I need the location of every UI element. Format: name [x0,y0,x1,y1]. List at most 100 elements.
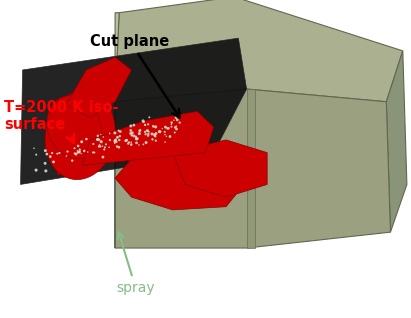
Point [112,139,118,144]
Point [133,140,140,145]
Text: T=2000 K iso-
surface: T=2000 K iso- surface [4,100,119,143]
Polygon shape [247,89,255,248]
Polygon shape [115,13,119,248]
Point [33,152,39,157]
Point [168,124,175,129]
Point [99,155,106,160]
Point [97,132,104,137]
Point [127,131,134,136]
Point [134,136,141,141]
Point [74,148,81,153]
Point [172,125,178,130]
Point [151,132,158,137]
Point [42,161,48,166]
Point [145,131,152,136]
Text: Cut plane: Cut plane [90,34,180,118]
Polygon shape [173,140,267,197]
Point [96,142,103,148]
Point [33,168,39,173]
Point [142,122,148,128]
Point [71,146,78,151]
Point [164,126,171,131]
Point [176,120,183,125]
Text: spray: spray [116,232,155,295]
Point [150,124,157,129]
Point [73,151,79,156]
Point [145,129,152,135]
Point [145,133,151,138]
Point [140,142,147,147]
Point [144,131,150,136]
Point [168,122,175,127]
Point [136,131,143,136]
Point [79,139,85,144]
Point [144,128,151,133]
Point [162,129,168,135]
Point [152,138,159,143]
Point [149,137,156,142]
Point [162,132,169,137]
Point [96,137,103,142]
Point [94,137,101,142]
Point [83,136,90,142]
Point [131,122,137,128]
Point [165,126,172,131]
Point [111,130,118,135]
Point [125,141,132,146]
Point [76,149,82,155]
Polygon shape [115,153,247,210]
Point [106,145,112,150]
Point [126,140,132,145]
Point [133,134,139,139]
Point [128,142,134,147]
Point [123,138,130,143]
Point [90,142,97,147]
Point [112,137,119,142]
Point [47,154,53,159]
Point [171,118,177,123]
Point [98,139,104,144]
Point [128,140,134,145]
Point [74,150,81,155]
Point [44,152,50,157]
Point [90,150,96,155]
Point [56,150,63,156]
Polygon shape [21,38,247,184]
Point [113,139,120,144]
Point [115,128,122,133]
Point [173,127,180,132]
Point [78,151,84,156]
Point [127,123,134,128]
Point [106,131,113,136]
Point [43,168,49,173]
Point [152,124,159,129]
Point [133,136,140,142]
Point [145,122,151,127]
Point [149,131,155,136]
Point [31,146,37,151]
Point [101,147,108,152]
Point [163,134,170,139]
Point [167,134,173,139]
Point [157,129,163,134]
Point [111,140,118,145]
Point [129,130,136,135]
Polygon shape [66,57,132,118]
Point [114,135,121,140]
Point [173,115,179,120]
Ellipse shape [47,96,101,159]
Polygon shape [53,146,90,175]
Point [133,135,139,140]
Point [173,124,180,129]
Point [95,137,102,142]
Point [91,150,98,155]
Point [122,138,129,143]
Point [116,137,122,142]
Point [76,147,83,152]
Point [114,144,120,149]
Polygon shape [386,51,407,232]
Point [153,131,159,136]
Point [152,134,158,139]
Point [140,118,146,123]
Point [129,133,135,138]
